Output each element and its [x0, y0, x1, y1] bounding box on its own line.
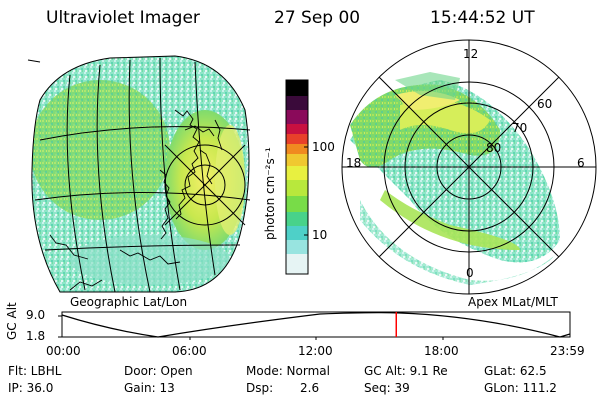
glat-label: GLat: 62.5	[484, 364, 547, 378]
timeline-xtick-3: 18:00	[424, 344, 459, 358]
dsp-label: Dsp:	[246, 381, 274, 395]
mlt-18-label: 18	[346, 156, 362, 170]
timeline-xtick-1: 06:00	[172, 344, 207, 358]
lat-80-label: 80	[486, 141, 502, 155]
mlt-12-label: 12	[463, 47, 479, 61]
ip-label: IP: 36.0	[8, 381, 54, 395]
geographic-image	[27, 55, 251, 293]
colorbar-tick-10: 10	[312, 228, 328, 242]
timeline-ytick-high: 9.0	[26, 308, 46, 322]
timeline-ytick-low: 1.8	[26, 329, 46, 343]
gain-label: Gain: 13	[124, 381, 175, 395]
colorbar-unit-label: photon cm⁻²s⁻¹	[263, 147, 277, 240]
glon-label: GLon: 111.2	[484, 381, 557, 395]
geographic-caption: Geographic Lat/Lon	[70, 295, 188, 309]
mode-label: Mode: Normal	[246, 364, 330, 378]
colorbar-tick-100: 100	[312, 140, 335, 154]
altitude-timeline	[58, 311, 571, 340]
lat-70-label: 70	[512, 121, 528, 135]
mlt-6-label: 6	[577, 156, 585, 170]
timeline-xtick-0: 00:00	[46, 344, 81, 358]
timeline-xtick-2: 12:00	[298, 344, 333, 358]
polar-plot	[341, 39, 597, 295]
filter-label: Flt: LBHL	[8, 364, 62, 378]
gc-alt-label: GC Alt: 9.1 Re	[364, 364, 448, 378]
color-bar	[285, 79, 309, 275]
mlt-0-label: 0	[466, 266, 474, 280]
time-label: 15:44:52 UT	[430, 8, 535, 28]
seq-label: Seq: 39	[364, 381, 410, 395]
date-label: 27 Sep 00	[274, 8, 361, 28]
lat-60-label: 60	[537, 97, 553, 111]
dsp-value: 2.6	[300, 381, 320, 395]
timeline-axis-label: GC Alt	[5, 302, 19, 340]
timeline-xtick-4: 23:59	[550, 344, 585, 358]
instrument-title: Ultraviolet Imager	[46, 8, 200, 28]
door-label: Door: Open	[124, 364, 193, 378]
apex-caption: Apex MLat/MLT	[468, 295, 558, 309]
